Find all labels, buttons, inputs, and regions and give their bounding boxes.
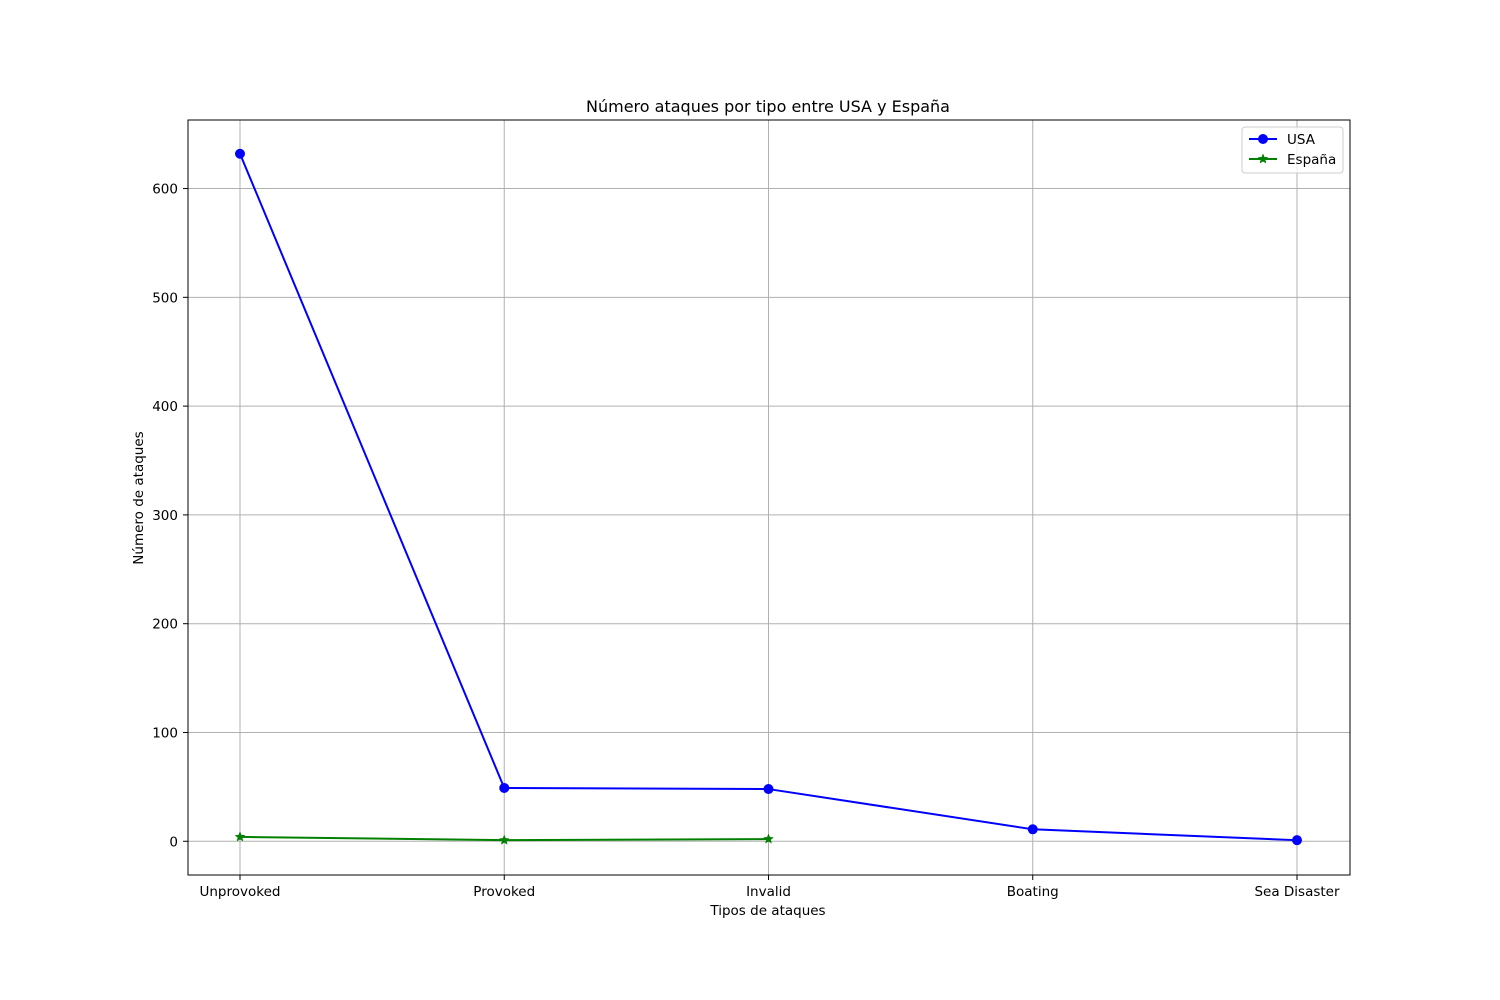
y-tick-label: 100	[152, 725, 178, 741]
grid-lines	[188, 120, 1350, 875]
y-tick-label: 500	[152, 290, 178, 306]
legend-item: España	[1249, 152, 1336, 168]
legend-marker	[1258, 134, 1268, 144]
series-layer	[234, 148, 1302, 846]
y-tick-label: 200	[152, 617, 178, 633]
x-axis-label: Tipos de ataques	[709, 903, 825, 919]
x-tick-label: Provoked	[473, 884, 535, 900]
legend-item: USA	[1249, 132, 1316, 148]
x-tick-label: Sea Disaster	[1254, 884, 1340, 900]
y-axis: 0 100 200 300 400 500 600	[152, 182, 188, 850]
data-point	[234, 831, 246, 842]
legend-label: España	[1287, 152, 1336, 168]
series-1	[234, 831, 774, 845]
y-tick-label: 0	[169, 834, 178, 850]
data-point	[1027, 824, 1038, 835]
y-tick-label: 300	[152, 508, 178, 524]
y-tick-label: 600	[152, 182, 178, 198]
data-point	[763, 833, 774, 844]
legend-marker	[1257, 153, 1269, 164]
x-tick-label: Unprovoked	[200, 884, 281, 900]
x-tick-label: Invalid	[746, 884, 791, 900]
data-point	[235, 148, 245, 159]
legend: USA España	[1241, 126, 1344, 174]
series-0	[235, 148, 1302, 846]
x-axis: Unprovoked Provoked Invalid Boating Sea Disa…	[200, 875, 1340, 900]
data-point	[499, 782, 510, 793]
data-point	[1292, 835, 1302, 846]
data-point	[763, 784, 774, 795]
y-tick-label: 400	[152, 399, 178, 415]
x-tick-label: Boating	[1007, 884, 1059, 900]
y-axis-label: Número de ataques	[131, 431, 147, 564]
data-point	[498, 834, 510, 845]
legend-label: USA	[1287, 132, 1316, 148]
chart-title: Número ataques por tipo entre USA y Espa…	[586, 97, 950, 116]
